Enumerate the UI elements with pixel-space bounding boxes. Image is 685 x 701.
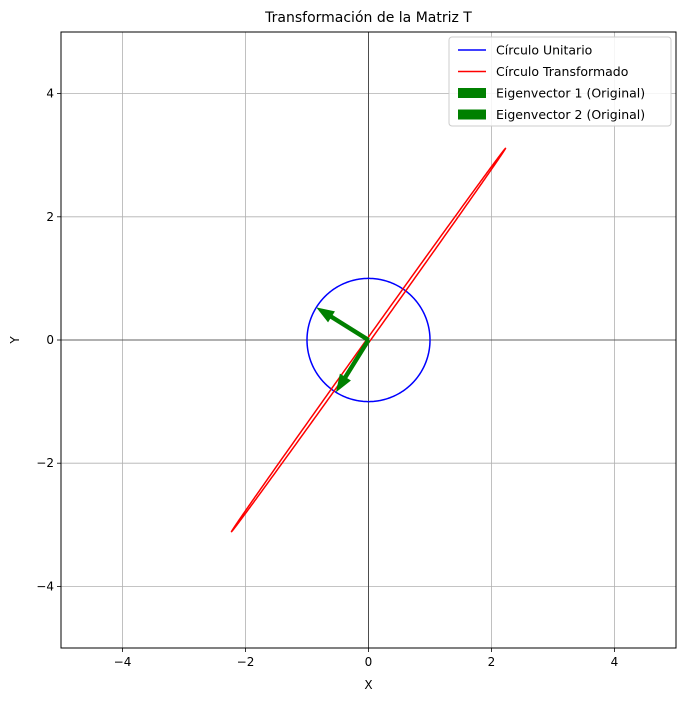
legend-swatch — [458, 88, 486, 98]
chart-title: Transformación de la Matriz T — [264, 10, 472, 26]
legend-label: Eigenvector 2 (Original) — [496, 107, 645, 122]
y-tick-label: −4 — [36, 579, 54, 593]
x-tick-label: 0 — [365, 655, 373, 669]
x-tick-label: 4 — [611, 655, 619, 669]
series-line-2 — [230, 147, 507, 533]
x-tick-label: 2 — [488, 655, 496, 669]
y-tick-label: 2 — [46, 210, 54, 224]
eigenvector-arrow-2 — [316, 307, 370, 342]
axis-ticks: −4 −2 0 2 4 −4 −2 0 2 4 — [36, 87, 618, 669]
legend: Círculo Unitario Círculo Transformado Eige… — [448, 36, 672, 127]
x-tick-label: −4 — [114, 655, 132, 669]
legend-label: Círculo Transformado — [496, 64, 628, 79]
series-line-1 — [306, 277, 431, 403]
x-axis-label: X — [364, 678, 372, 692]
legend-box — [448, 36, 672, 127]
legend-label: Círculo Unitario — [496, 43, 592, 58]
y-tick-label: −2 — [36, 456, 54, 470]
eigenvector-arrow-3 — [335, 338, 371, 393]
y-axis-label: Y — [8, 336, 22, 345]
y-tick-label: 4 — [46, 87, 54, 101]
legend-swatch — [458, 109, 486, 120]
x-tick-label: −2 — [237, 655, 255, 669]
legend-label: Eigenvector 1 (Original) — [496, 86, 645, 101]
y-tick-label: 0 — [46, 333, 54, 347]
plot-series — [230, 147, 507, 533]
